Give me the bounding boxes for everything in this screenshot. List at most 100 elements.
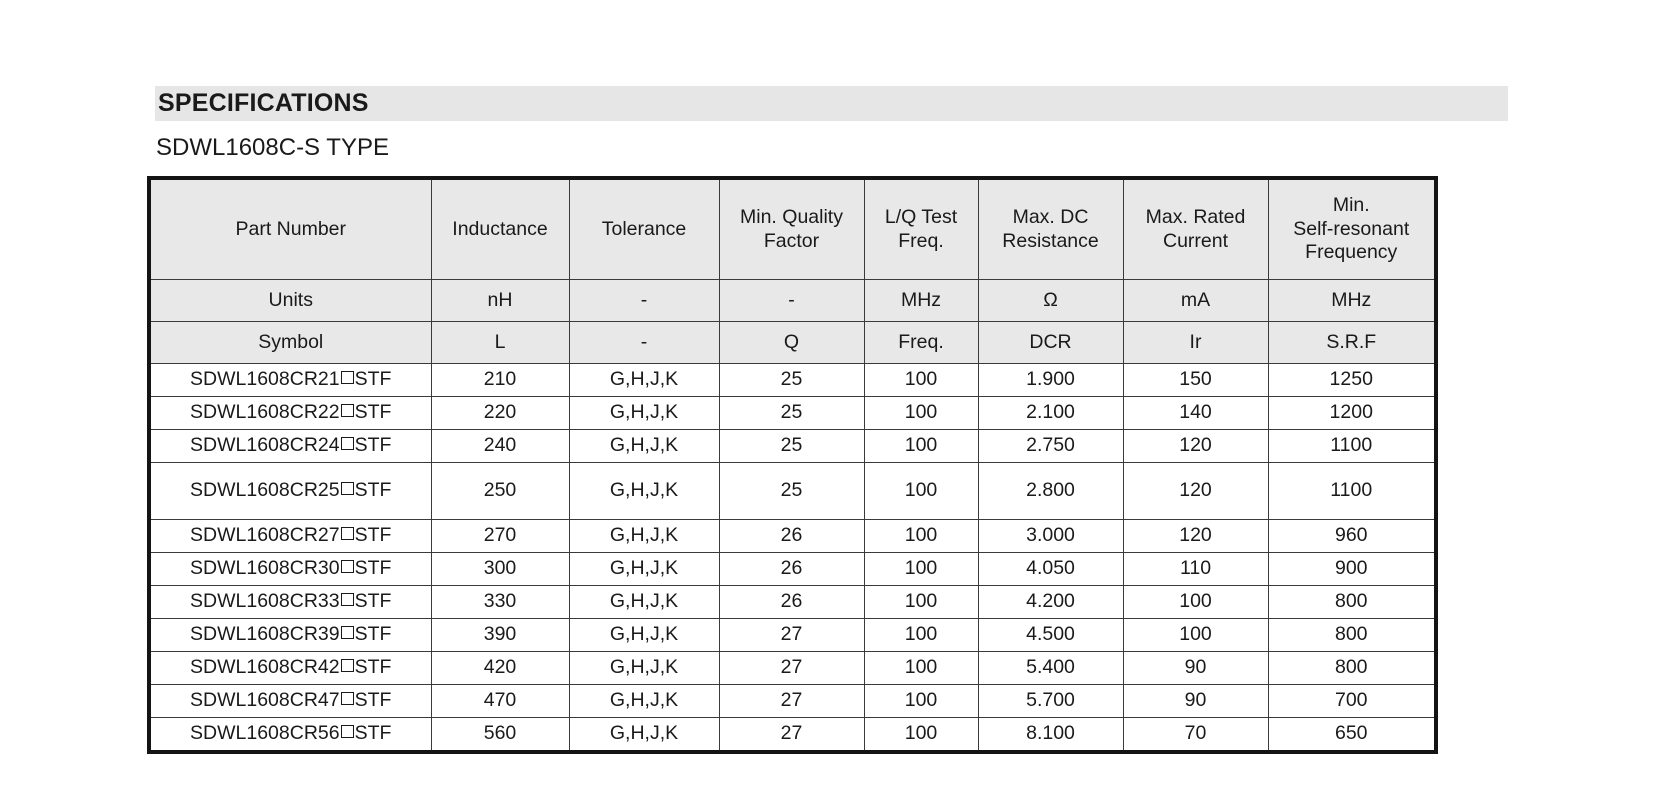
inductance-cell: 470 bbox=[430, 684, 570, 718]
dc-resistance-cell: 2.100 bbox=[977, 396, 1124, 430]
part-number-suffix: STF bbox=[354, 434, 392, 457]
part-number-cell: SDWL1608CR39 STF bbox=[148, 618, 432, 652]
rated-current-cell: 100 bbox=[1122, 585, 1269, 619]
dc-resistance-cell: 2.800 bbox=[977, 462, 1124, 520]
inductance-cell: 300 bbox=[430, 552, 570, 586]
part-number-prefix: SDWL1608CR47 bbox=[190, 689, 340, 712]
rated-current-cell: 90 bbox=[1122, 651, 1269, 685]
part-number-prefix: SDWL1608CR39 bbox=[190, 623, 340, 646]
part-number-cell: SDWL1608CR22 STF bbox=[148, 396, 432, 430]
table-row: SDWL1608CR24 STF 240 G,H,J,K 25 100 2.750 120 11… bbox=[148, 429, 1437, 463]
symbol-label: Symbol bbox=[148, 321, 432, 364]
dc-resistance-cell: 5.700 bbox=[977, 684, 1124, 718]
test-frequency-cell: 100 bbox=[863, 585, 979, 619]
part-number-suffix: STF bbox=[354, 524, 392, 547]
self-resonant-frequency-cell: 1200 bbox=[1267, 396, 1437, 430]
units-value-2: - bbox=[718, 279, 865, 322]
specifications-table: Part Number Inductance Tolerance Min. Quali… bbox=[147, 176, 1438, 754]
tolerance-cell: G,H,J,K bbox=[568, 552, 720, 586]
column-header-line: Max. DC bbox=[1012, 205, 1089, 228]
column-header-0: Part Number bbox=[148, 177, 432, 280]
column-header-line: Resistance bbox=[1002, 229, 1099, 252]
part-number-cell: SDWL1608CR42 STF bbox=[148, 651, 432, 685]
min-quality-factor-cell: 27 bbox=[718, 618, 865, 652]
inductance-cell: 240 bbox=[430, 429, 570, 463]
test-frequency-cell: 100 bbox=[863, 462, 979, 520]
column-header-line: Min. bbox=[1332, 193, 1370, 216]
specifications-table-wrapper: Part Number Inductance Tolerance Min. Quali… bbox=[147, 176, 1438, 754]
product-type-label: SDWL1608C-S TYPE bbox=[156, 134, 389, 161]
self-resonant-frequency-cell: 960 bbox=[1267, 519, 1437, 553]
column-header-5: Max. DC Resistance bbox=[977, 177, 1124, 280]
test-frequency-cell: 100 bbox=[863, 519, 979, 553]
part-number-cell: SDWL1608CR33 STF bbox=[148, 585, 432, 619]
page-title: SPECIFICATIONS bbox=[158, 89, 369, 117]
inductance-cell: 560 bbox=[430, 717, 570, 753]
symbol-value-1: - bbox=[568, 321, 720, 364]
test-frequency-cell: 100 bbox=[863, 363, 979, 397]
tolerance-cell: G,H,J,K bbox=[568, 363, 720, 397]
column-header-6: Max. Rated Current bbox=[1122, 177, 1269, 280]
column-header-line: Current bbox=[1162, 229, 1229, 252]
part-number-cell: SDWL1608CR25 STF bbox=[148, 462, 432, 520]
tolerance-code-placeholder-icon bbox=[340, 593, 354, 607]
min-quality-factor-cell: 25 bbox=[718, 363, 865, 397]
min-quality-factor-cell: 25 bbox=[718, 396, 865, 430]
column-header-line: Part Number bbox=[235, 217, 347, 240]
tolerance-cell: G,H,J,K bbox=[568, 396, 720, 430]
tolerance-code-placeholder-icon bbox=[340, 437, 354, 451]
symbol-value-6: S.R.F bbox=[1267, 321, 1437, 364]
part-number-suffix: STF bbox=[354, 368, 392, 391]
dc-resistance-cell: 5.400 bbox=[977, 651, 1124, 685]
inductance-cell: 250 bbox=[430, 462, 570, 520]
dc-resistance-cell: 4.500 bbox=[977, 618, 1124, 652]
min-quality-factor-cell: 25 bbox=[718, 429, 865, 463]
column-header-line: Min. Quality bbox=[740, 205, 843, 228]
table-row: SDWL1608CR47 STF 470 G,H,J,K 27 100 5.700 90 700 bbox=[148, 684, 1437, 718]
rated-current-cell: 120 bbox=[1122, 519, 1269, 553]
column-header-7: Min. Self-resonant Frequency bbox=[1267, 177, 1437, 280]
self-resonant-frequency-cell: 800 bbox=[1267, 618, 1437, 652]
part-number-cell: SDWL1608CR24 STF bbox=[148, 429, 432, 463]
inductance-cell: 390 bbox=[430, 618, 570, 652]
part-number-suffix: STF bbox=[354, 656, 392, 679]
column-header-line: Factor bbox=[763, 229, 820, 252]
dc-resistance-cell: 3.000 bbox=[977, 519, 1124, 553]
part-number-suffix: STF bbox=[354, 479, 392, 502]
rated-current-cell: 120 bbox=[1122, 462, 1269, 520]
column-header-4: L/Q Test Freq. bbox=[863, 177, 979, 280]
self-resonant-frequency-cell: 1250 bbox=[1267, 363, 1437, 397]
table-header: Part Number Inductance Tolerance Min. Quali… bbox=[148, 177, 1437, 280]
part-number-cell: SDWL1608CR30 STF bbox=[148, 552, 432, 586]
tolerance-cell: G,H,J,K bbox=[568, 651, 720, 685]
tolerance-code-placeholder-icon bbox=[340, 371, 354, 385]
inductance-cell: 420 bbox=[430, 651, 570, 685]
symbol-value-4: DCR bbox=[977, 321, 1124, 364]
tolerance-cell: G,H,J,K bbox=[568, 462, 720, 520]
units-value-3: MHz bbox=[863, 279, 979, 322]
part-number-prefix: SDWL1608CR33 bbox=[190, 590, 340, 613]
part-number-suffix: STF bbox=[354, 557, 392, 580]
min-quality-factor-cell: 27 bbox=[718, 651, 865, 685]
symbol-value-5: Ir bbox=[1122, 321, 1269, 364]
column-header-2: Tolerance bbox=[568, 177, 720, 280]
tolerance-code-placeholder-icon bbox=[340, 560, 354, 574]
symbol-row: Symbol L - Q Freq. DCR Ir S.R.F bbox=[148, 321, 1437, 364]
part-number-suffix: STF bbox=[354, 722, 392, 745]
column-header-line: Tolerance bbox=[601, 217, 687, 240]
table-row: SDWL1608CR30 STF 300 G,H,J,K 26 100 4.050 110 90… bbox=[148, 552, 1437, 586]
dc-resistance-cell: 8.100 bbox=[977, 717, 1124, 753]
test-frequency-cell: 100 bbox=[863, 552, 979, 586]
part-number-cell: SDWL1608CR21 STF bbox=[148, 363, 432, 397]
tolerance-code-placeholder-icon bbox=[340, 527, 354, 541]
part-number-suffix: STF bbox=[354, 590, 392, 613]
rated-current-cell: 100 bbox=[1122, 618, 1269, 652]
part-number-cell: SDWL1608CR47 STF bbox=[148, 684, 432, 718]
table-row: SDWL1608CR39 STF 390 G,H,J,K 27 100 4.500 100 80… bbox=[148, 618, 1437, 652]
table-row: SDWL1608CR33 STF 330 G,H,J,K 26 100 4.200 100 80… bbox=[148, 585, 1437, 619]
tolerance-cell: G,H,J,K bbox=[568, 618, 720, 652]
part-number-prefix: SDWL1608CR21 bbox=[190, 368, 340, 391]
